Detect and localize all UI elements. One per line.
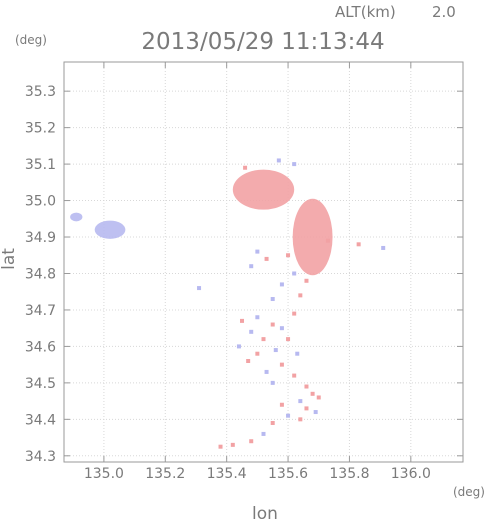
echo-point [230,442,235,447]
x-axis-label: lon [252,504,278,521]
echo-point [298,399,303,404]
echo-point [276,158,281,163]
echo-point [243,165,248,170]
y-tick-label: 34.7 [25,303,56,319]
altitude-value: 2.0 [432,3,456,21]
echo-point [304,384,309,389]
echo-point [246,358,251,363]
echo-point [270,420,275,425]
y-tick-label: 34.6 [25,339,56,355]
echo-region [232,169,295,210]
y-tick-label: 35.2 [25,121,56,137]
y-tick-label: 34.8 [25,266,56,282]
echo-point [218,444,223,449]
echo-point [295,351,300,356]
echo-point [264,369,269,374]
echo-point [261,431,266,436]
echo-point [270,322,275,327]
echo-point [356,242,361,247]
altitude-label: ALT(km) [335,3,396,21]
echo-point [249,439,254,444]
y-tick-label: 34.5 [25,376,56,392]
echo-point [292,311,297,316]
echo-point [298,417,303,422]
echo-point [249,264,254,269]
plot-frame [63,61,464,463]
y-unit-label: (deg) [15,33,47,47]
echo-point [316,395,321,400]
axis-ticks: 135.0 135.2 135.4 135.6 135.8 136.0 34.3 34.4 34… [25,62,463,482]
echo-region [292,198,333,276]
echo-point [292,373,297,378]
echo-point [249,329,254,334]
echo-point [279,362,284,367]
echo-point [197,286,202,291]
y-tick-label: 35.1 [25,157,56,173]
x-tick-label: 135.8 [329,466,369,482]
x-tick-label: 135.0 [84,466,124,482]
echo-point [313,410,318,415]
echo-point [261,337,266,342]
echo-point [255,351,260,356]
echo-point [292,271,297,276]
echo-point [286,253,291,258]
echo-point [304,406,309,411]
echo-point [310,391,315,396]
echo-point [325,238,330,243]
y-tick-label: 35.0 [25,194,56,210]
echo-point [279,402,284,407]
echo-point [286,337,291,342]
echo-region [70,212,83,222]
echo-point [273,348,278,353]
echo-points [197,158,386,449]
y-tick-label: 34.4 [25,412,56,428]
echo-point [381,245,386,250]
y-tick-label: 34.3 [25,449,56,465]
x-tick-label: 136.0 [391,466,431,482]
y-tick-label: 34.9 [25,230,56,246]
echo-point [286,413,291,418]
x-unit-label: (deg) [453,485,485,499]
echo-regions [70,169,333,276]
echo-point [270,380,275,385]
echo-point [279,326,284,331]
y-axis-label: lat [0,248,19,270]
x-tick-label: 135.4 [207,466,247,482]
x-tick-label: 135.6 [268,466,308,482]
echo-point [279,282,284,287]
echo-point [255,315,260,320]
chart-title: 2013/05/29 11:13:44 [141,29,384,55]
echo-point [298,293,303,298]
x-tick-label: 135.2 [145,466,185,482]
grid [64,62,463,462]
echo-point [292,162,297,167]
echo-point [264,256,269,261]
echo-point [304,278,309,283]
y-tick-label: 35.3 [25,84,56,100]
echo-point [236,344,241,349]
echo-region [94,220,126,239]
echo-point [255,249,260,254]
echo-point [240,318,245,323]
echo-point [270,297,275,302]
